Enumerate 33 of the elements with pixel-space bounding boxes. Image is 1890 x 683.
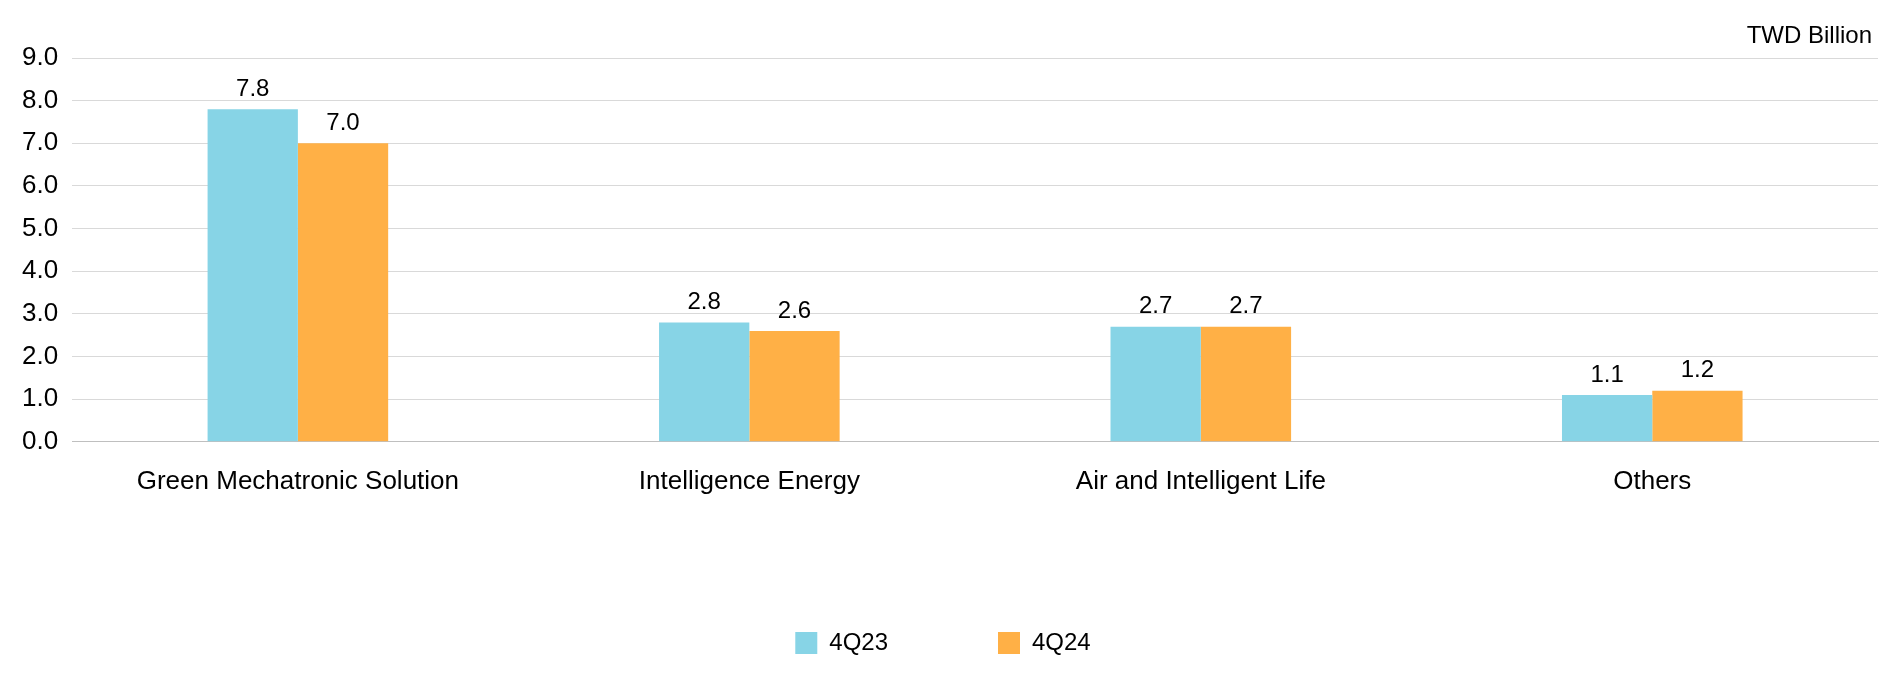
data-label: 1.1 [1590, 359, 1624, 387]
bar [297, 143, 389, 442]
data-label: 2.6 [777, 295, 812, 323]
y-axis-title: TWD Billion [1746, 20, 1872, 48]
bar [1200, 326, 1292, 442]
y-tick-label: 2.0 [21, 339, 59, 370]
y-tick-label: 4.0 [21, 254, 59, 285]
x-tick-label: Green Mechatronic Solution [136, 464, 460, 495]
bar [1561, 394, 1653, 442]
x-tick-label: Others [1613, 464, 1692, 495]
x-tick-label: Air and Intelligent Life [1075, 464, 1326, 495]
data-label: 7.0 [326, 107, 360, 135]
bar [1110, 326, 1201, 442]
bar [659, 322, 750, 442]
y-tick-label: 1.0 [21, 382, 59, 413]
data-label: 7.8 [236, 73, 270, 101]
y-tick-label: 3.0 [21, 297, 59, 328]
data-label: 2.7 [1229, 291, 1263, 319]
legend-label: 4Q23 [829, 627, 889, 655]
data-label: 2.8 [687, 287, 721, 315]
bar [1652, 390, 1743, 442]
data-label: 2.7 [1138, 291, 1173, 319]
bar [749, 330, 840, 442]
y-tick-label: 6.0 [21, 169, 59, 200]
y-tick-label: 9.0 [21, 41, 59, 72]
y-tick-label: 5.0 [21, 211, 59, 242]
bar [207, 109, 298, 442]
x-tick-label: Intelligence Energy [638, 464, 860, 495]
y-tick-label: 0.0 [21, 424, 59, 455]
data-label: 1.2 [1680, 355, 1715, 383]
legend-label: 4Q24 [1032, 627, 1091, 655]
y-tick-label: 8.0 [21, 83, 59, 114]
y-tick-label: 7.0 [21, 126, 59, 157]
